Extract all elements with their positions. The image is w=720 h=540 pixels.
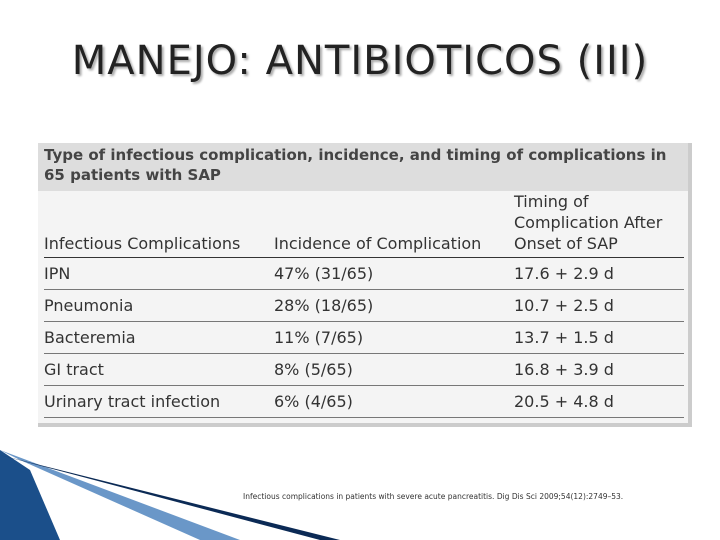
row: Bacteremia 11% (7/65) 13.7 + 1.5 d [44, 321, 684, 354]
wedge [0, 450, 60, 540]
table: Infectious Complications Incidence of Co… [44, 191, 684, 418]
cell: 28% (18/65) [274, 289, 514, 322]
cell: 11% (7/65) [274, 321, 514, 354]
row: IPN 47% (31/65) 17.6 + 2.9 d [44, 257, 684, 290]
cell: 47% (31/65) [274, 257, 514, 290]
row: Pneumonia 28% (18/65) 10.7 + 2.5 d [44, 289, 684, 322]
col-header: Infectious Complications [44, 191, 274, 258]
cell: Bacteremia [44, 321, 274, 354]
citation: Infectious complications in patients wit… [243, 492, 624, 501]
caption: Type of infectious complication, inciden… [38, 143, 688, 191]
cell: 17.6 + 2.9 d [514, 257, 684, 290]
cell: GI tract [44, 353, 274, 386]
decoration [0, 450, 340, 540]
col-header: Timing of Complication After Onset of SA… [514, 191, 684, 258]
title: MANEJO: ANTIBIOTICOS (III) [71, 38, 649, 84]
cell: 20.5 + 4.8 d [514, 385, 684, 418]
cell: Urinary tract infection [44, 385, 274, 418]
table-image: Type of infectious complication, inciden… [38, 143, 692, 427]
wedge [0, 450, 240, 540]
row: Urinary tract infection 6% (4/65) 20.5 + 4… [44, 385, 684, 418]
cell: 8% (5/65) [274, 353, 514, 386]
cell: IPN [44, 257, 274, 290]
row: GI tract 8% (5/65) 16.8 + 3.9 d [44, 353, 684, 386]
cell: 16.8 + 3.9 d [514, 353, 684, 386]
cell: 10.7 + 2.5 d [514, 289, 684, 322]
col-header: Incidence of Complication [274, 191, 514, 258]
cell: 6% (4/65) [274, 385, 514, 418]
cell: Pneumonia [44, 289, 274, 322]
wedge [0, 455, 340, 540]
cell: 13.7 + 1.5 d [514, 321, 684, 354]
